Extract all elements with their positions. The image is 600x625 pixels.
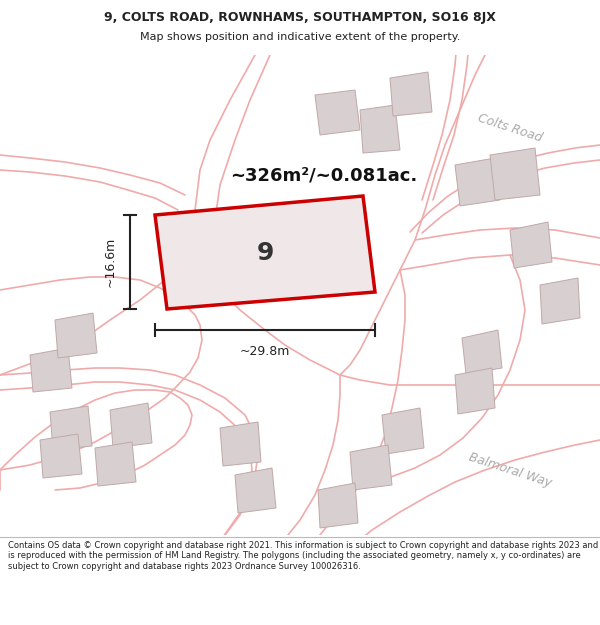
Text: ~29.8m: ~29.8m [240,345,290,358]
Polygon shape [40,434,82,478]
Text: 9: 9 [256,241,274,265]
Polygon shape [110,403,152,448]
Text: Map shows position and indicative extent of the property.: Map shows position and indicative extent… [140,32,460,42]
Polygon shape [155,196,375,309]
Polygon shape [382,408,424,454]
Polygon shape [350,445,392,490]
Polygon shape [540,278,580,324]
Polygon shape [315,90,360,135]
Text: 9, COLTS ROAD, ROWNHAMS, SOUTHAMPTON, SO16 8JX: 9, COLTS ROAD, ROWNHAMS, SOUTHAMPTON, SO… [104,11,496,24]
Polygon shape [220,422,261,466]
Text: ~16.6m: ~16.6m [104,237,116,287]
Polygon shape [30,348,72,392]
Polygon shape [390,72,432,116]
Polygon shape [462,330,502,374]
Polygon shape [360,105,400,153]
Text: Contains OS data © Crown copyright and database right 2021. This information is : Contains OS data © Crown copyright and d… [8,541,598,571]
Polygon shape [95,442,136,486]
Polygon shape [50,406,92,450]
Polygon shape [235,468,276,513]
Polygon shape [510,222,552,268]
Polygon shape [455,368,495,414]
Text: ~326m²/~0.081ac.: ~326m²/~0.081ac. [230,166,417,184]
Polygon shape [490,148,540,200]
Polygon shape [455,158,500,206]
Text: Colts Road: Colts Road [476,111,544,144]
Polygon shape [55,313,97,358]
Text: Balmoral Way: Balmoral Way [467,451,553,489]
Polygon shape [318,483,358,528]
